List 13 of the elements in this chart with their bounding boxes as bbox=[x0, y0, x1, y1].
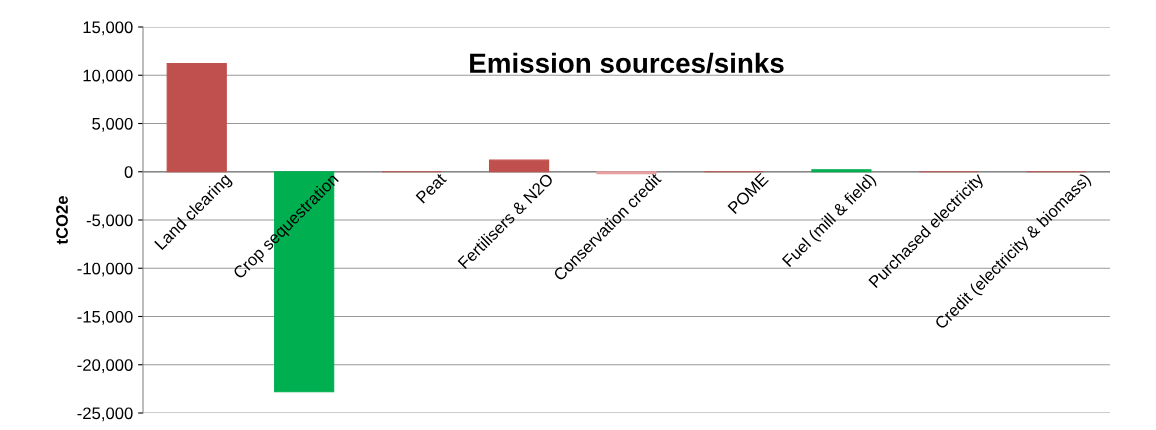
y-tick-label: 5,000 bbox=[92, 117, 133, 132]
bar bbox=[166, 63, 227, 173]
y-tick-label: -25,000 bbox=[77, 407, 133, 422]
y-tick-label: -5,000 bbox=[86, 214, 133, 229]
text: Emission sources/sinks bbox=[470, 52, 784, 74]
bar bbox=[488, 159, 550, 173]
y-tick-label: 10,000 bbox=[83, 69, 133, 84]
y-tick-label: -15,000 bbox=[77, 310, 133, 325]
y-tick-label: -20,000 bbox=[77, 359, 133, 373]
y-tick-label: 0 bbox=[124, 166, 133, 178]
y-axis-title: tCO2e bbox=[56, 196, 68, 245]
y-tick-label: 15,000 bbox=[83, 21, 133, 36]
y-tick-label: -10,000 bbox=[77, 262, 133, 277]
